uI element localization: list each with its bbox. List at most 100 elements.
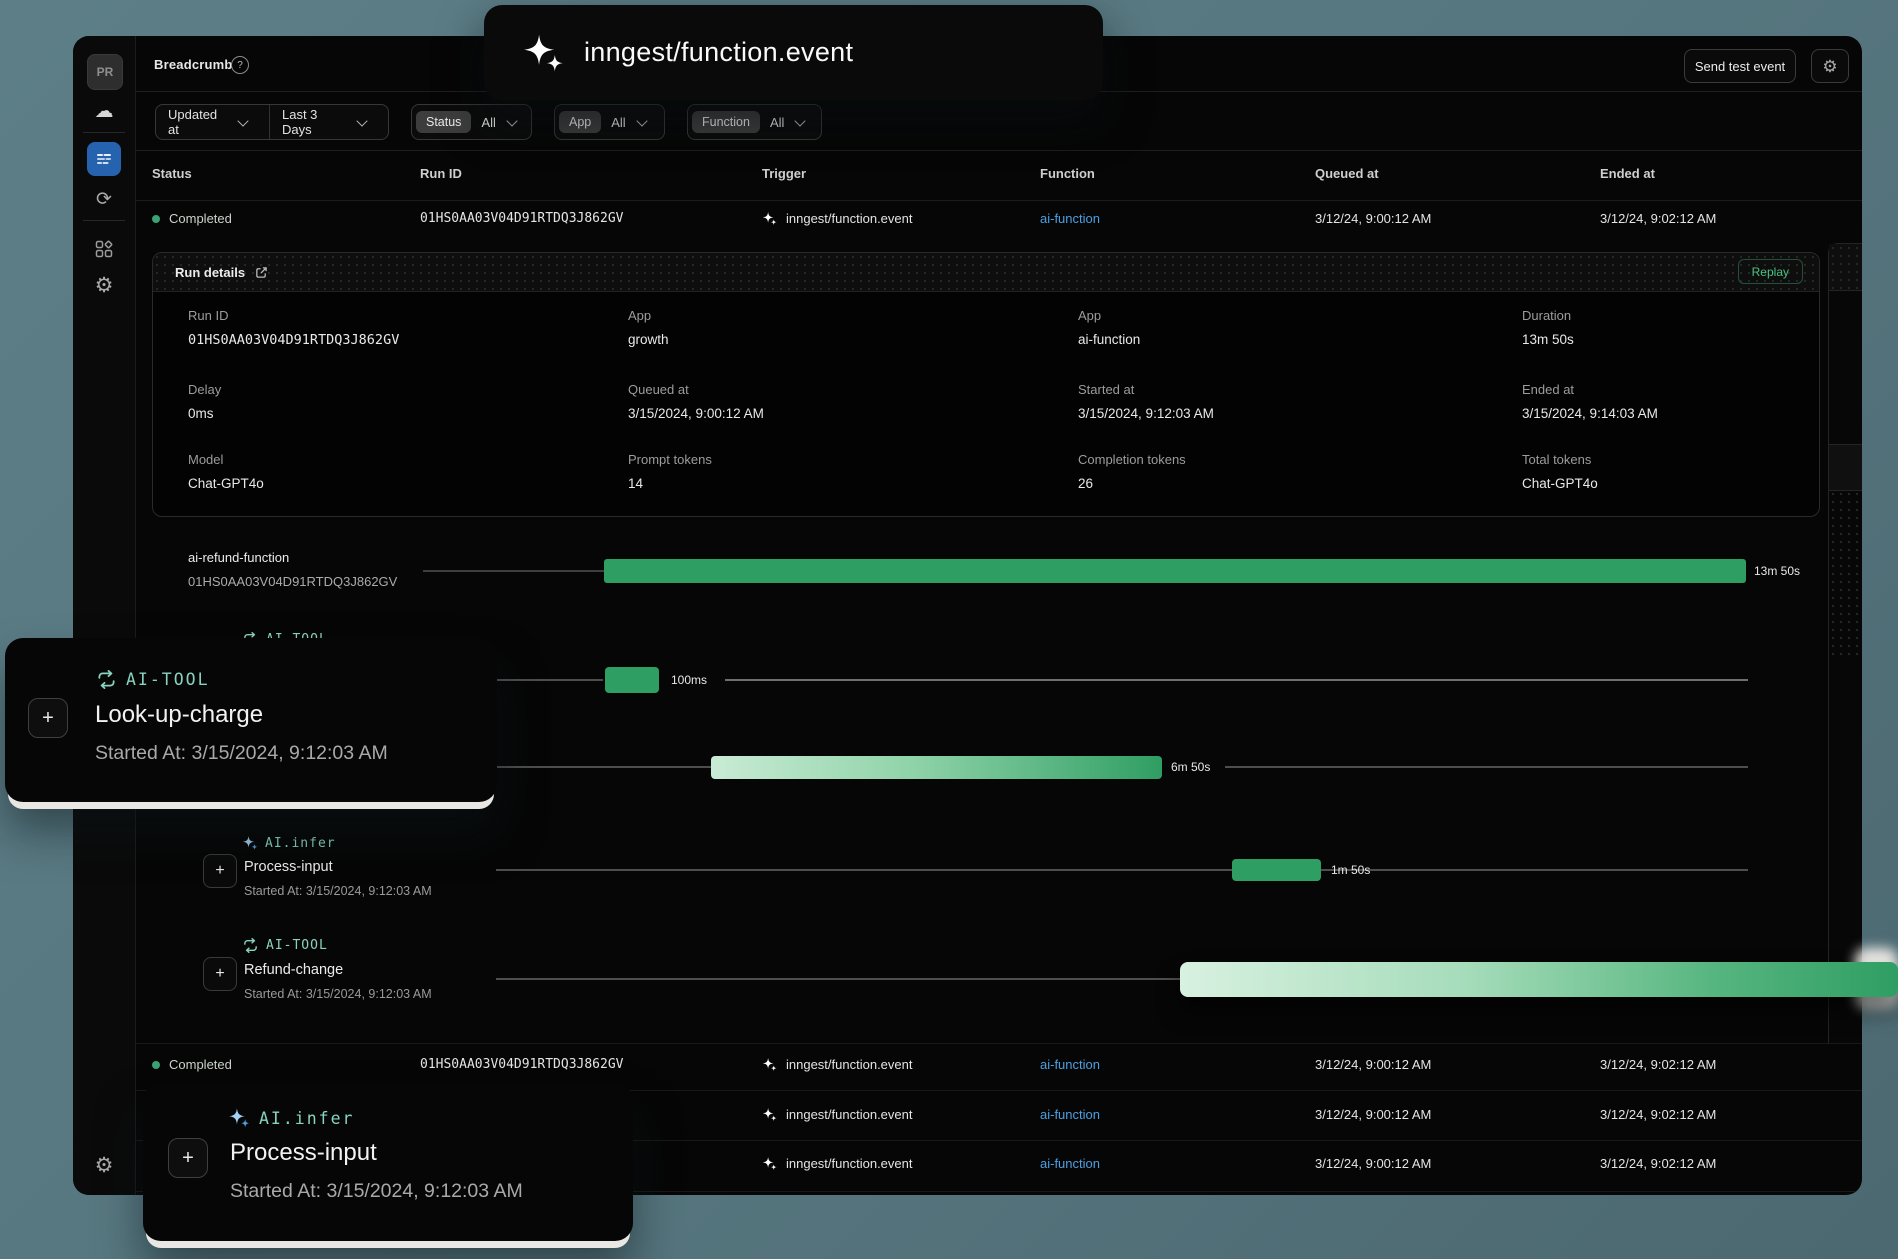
avatar-initials: PR [96, 65, 114, 79]
function-filter[interactable]: Function All [687, 104, 822, 140]
cloud-icon: ☁ [94, 100, 114, 122]
apps-grid-icon [95, 240, 113, 258]
column-header-run-id: Run ID [420, 166, 462, 181]
duration-label: 6m 50s [1171, 760, 1211, 774]
run-status: Completed [152, 1057, 232, 1072]
field-label: Completion tokens [1078, 452, 1186, 467]
function-link[interactable]: ai-function [1078, 332, 1141, 347]
plus-icon: + [182, 1146, 194, 1169]
run-function-link[interactable]: ai-function [1040, 1107, 1100, 1122]
status-text: Completed [169, 211, 232, 226]
timeline-bar-step3[interactable] [1232, 859, 1321, 881]
event-name: inngest/function.event [584, 37, 854, 67]
row-divider [135, 1191, 1862, 1192]
chevron-down-icon [794, 114, 807, 127]
side-panel-edge-header [1829, 244, 1862, 291]
chevron-down-icon [636, 114, 648, 127]
gear-icon: ⚙ [1822, 56, 1838, 76]
timeline-bar-step2[interactable] [711, 756, 1162, 779]
field-model: Model Chat-GPT4o [188, 452, 264, 491]
duration-label: 1m 50s [1331, 863, 1371, 877]
inngest-logo-icon [523, 34, 563, 71]
expand-step-button[interactable]: + [203, 957, 237, 991]
app-link[interactable]: growth [628, 332, 669, 347]
run-id: 01HS0AA03V04D91RTDQ3J862GV [420, 1057, 624, 1072]
status-filter-value: All [481, 114, 496, 130]
timeline-bar-step4[interactable] [1180, 962, 1898, 997]
timeline-track [1225, 766, 1748, 768]
sidebar-item-settings[interactable]: ⚙ [87, 268, 121, 302]
refresh-icon: ⟳ [96, 188, 112, 210]
field-label: Queued at [628, 382, 689, 397]
status-text: Completed [169, 1057, 232, 1072]
sidebar-item-cloud[interactable]: ☁ [87, 94, 121, 128]
date-range-label: Last 3 Days [282, 107, 318, 137]
step-tag-text: AI.infer [265, 835, 336, 851]
external-link-icon[interactable] [255, 266, 268, 279]
run-function-link[interactable]: ai-function [1040, 211, 1100, 226]
sort-filter: Updated at Last 3 Days [155, 104, 389, 140]
sidebar-divider [83, 220, 125, 221]
timeline-bar-root[interactable] [604, 559, 1746, 583]
timeline-track [725, 679, 1748, 681]
gear-icon: ⚙ [94, 1153, 114, 1177]
expand-step-button[interactable]: + [28, 698, 68, 738]
help-glyph: ? [237, 59, 243, 71]
step-tooltip-card-infer: AI.infer + Process-input Started At: 3/1… [143, 1083, 633, 1241]
settings-button[interactable]: ⚙ [1811, 49, 1849, 83]
card-step-started-at: Started At: 3/15/2024, 9:12:03 AM [95, 742, 388, 764]
run-function-link[interactable]: ai-function [1040, 1156, 1100, 1171]
app-filter-value: All [611, 114, 626, 130]
run-queued-at: 3/12/24, 9:00:12 AM [1315, 211, 1432, 226]
step-tag-text: AI.infer [259, 1108, 355, 1128]
sort-by-dropdown[interactable]: Updated at [156, 105, 269, 139]
timeline-bar-step1[interactable] [605, 667, 659, 693]
run-queued-at: 3/12/24, 9:00:12 AM [1315, 1057, 1432, 1072]
column-header-status: Status [152, 166, 192, 181]
sidebar-item-apps[interactable] [87, 232, 121, 266]
run-trigger: inngest/function.event [762, 1057, 912, 1072]
side-panel-edge-row [1829, 444, 1862, 491]
field-app: App growth [628, 308, 669, 347]
app-filter[interactable]: App All [554, 104, 665, 140]
field-label: App [628, 308, 652, 323]
duration-label: 13m 50s [1754, 564, 1801, 578]
sort-by-label: Updated at [168, 107, 218, 137]
run-queued-at: 3/12/24, 9:00:12 AM [1315, 1156, 1432, 1171]
card-step-tag: AI.infer [228, 1107, 354, 1129]
step-tag-text: AI-TOOL [126, 670, 210, 689]
replay-label: Replay [1751, 264, 1789, 279]
sidebar: PR ☁ ⟳ ⚙ ⚙ [73, 36, 136, 1195]
loop-icon [244, 938, 257, 953]
run-status: Completed [152, 211, 232, 226]
row-divider [135, 1043, 1862, 1044]
chevron-down-icon [506, 114, 518, 127]
expand-step-button[interactable]: + [203, 854, 237, 888]
field-prompt-tokens: Prompt tokens 14 [628, 452, 712, 491]
plus-icon: + [42, 706, 54, 729]
replay-button[interactable]: Replay [1737, 259, 1803, 284]
field-total-tokens: Total tokens Chat-GPT4o [1522, 452, 1598, 491]
run-details-panel: Run details Replay [152, 252, 1820, 517]
help-icon[interactable]: ? [231, 56, 249, 74]
chevron-down-icon [237, 114, 249, 127]
side-panel-edge [1828, 243, 1862, 1044]
gear-icon: ⚙ [94, 273, 114, 297]
field-value: 26 [1078, 476, 1094, 491]
sidebar-item-runs[interactable] [87, 142, 121, 176]
status-filter[interactable]: Status All [411, 104, 532, 140]
trigger-text: inngest/function.event [786, 211, 913, 226]
date-range-dropdown[interactable]: Last 3 Days [269, 105, 388, 139]
expand-step-button[interactable]: + [168, 1138, 208, 1178]
run-function-link[interactable]: ai-function [1040, 1057, 1100, 1072]
run-details-header: Run details Replay [153, 253, 1819, 292]
field-value: 14 [628, 476, 644, 491]
sparkle-icon [242, 836, 258, 850]
field-delay: Delay 0ms [188, 382, 221, 421]
send-test-event-button[interactable]: Send test event [1684, 49, 1796, 83]
app-filter-tag: App [559, 111, 602, 133]
sidebar-item-refresh[interactable]: ⟳ [87, 182, 121, 216]
avatar[interactable]: PR [87, 54, 123, 90]
field-value: Chat-GPT4o [1522, 476, 1598, 491]
sidebar-item-settings-bottom[interactable]: ⚙ [87, 1148, 121, 1182]
